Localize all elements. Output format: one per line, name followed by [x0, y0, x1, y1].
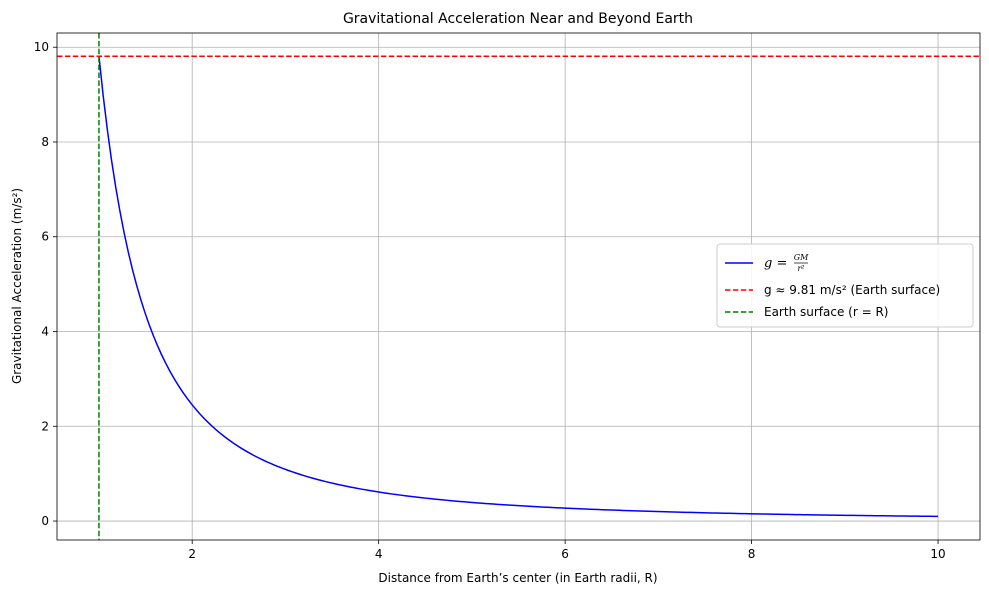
chart-title: Gravitational Acceleration Near and Beyo…	[343, 11, 693, 27]
x-tick-label: 8	[748, 547, 756, 561]
x-axis-label: Distance from Earth’s center (in Earth r…	[378, 571, 657, 585]
plot-frame	[56, 32, 981, 541]
x-axis: 2 4 6 8 10	[188, 540, 946, 561]
legend: g = GM r² g ≈ 9.81 m/s² (Earth surface) …	[716, 243, 974, 328]
plot-lines	[57, 33, 980, 540]
y-tick-label: 2	[41, 419, 49, 433]
legend-box	[716, 243, 974, 328]
x-tick-label: 2	[188, 547, 196, 561]
y-tick-label: 0	[41, 514, 49, 528]
x-tick-label: 10	[930, 547, 945, 561]
y-axis-label: Gravitational Acceleration (m/s²)	[10, 188, 24, 384]
x-tick-label: 4	[375, 547, 383, 561]
y-tick-label: 4	[41, 325, 49, 339]
legend-label-curve-denominator: r²	[797, 264, 804, 273]
y-tick-label: 8	[41, 135, 49, 149]
legend-label-vline: Earth surface (r = R)	[764, 305, 888, 319]
legend-label-curve-prefix: g =	[764, 256, 787, 271]
series-line-gravity	[98, 56, 939, 518]
legend-label-curve-numerator: GM	[794, 253, 809, 262]
x-tick-label: 6	[561, 547, 569, 561]
y-tick-label: 6	[41, 230, 49, 244]
y-axis: 0 2 4 6 8 10	[34, 40, 57, 528]
legend-label-hline: g ≈ 9.81 m/s² (Earth surface)	[764, 283, 940, 297]
grid	[57, 33, 980, 540]
y-tick-label: 10	[34, 40, 49, 54]
